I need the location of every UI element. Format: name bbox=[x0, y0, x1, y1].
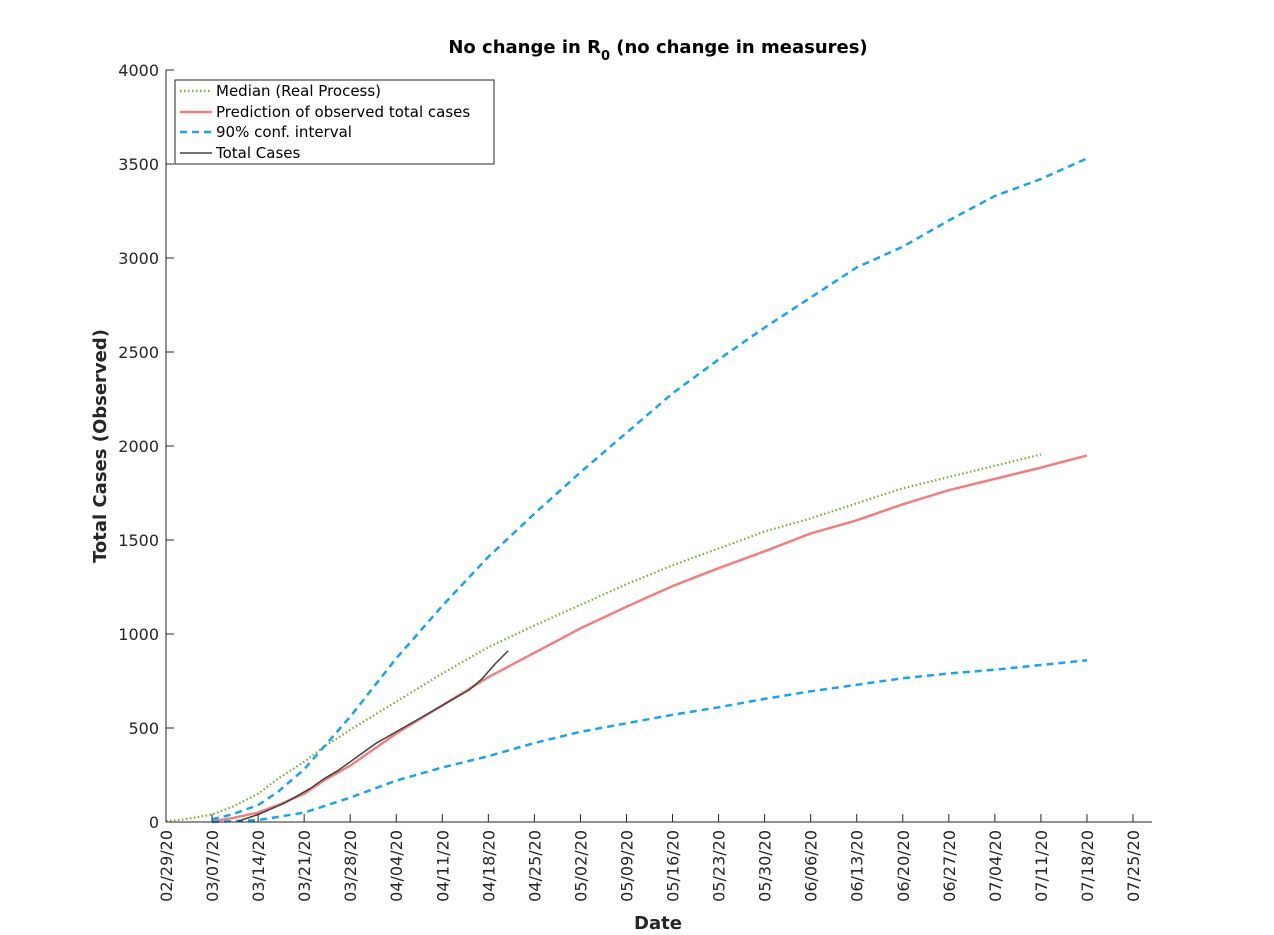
x-tick-label: 07/25/20 bbox=[1124, 830, 1143, 902]
x-tick-label: 07/04/20 bbox=[986, 830, 1005, 902]
y-tick-label: 1000 bbox=[118, 625, 159, 644]
x-axis-ticks: 02/29/20 03/07/20 03/14/20 03/21/20 03/28/20… bbox=[157, 814, 1143, 902]
x-tick-label: 06/13/20 bbox=[848, 830, 867, 902]
x-tick-label: 04/25/20 bbox=[525, 830, 544, 902]
y-tick-label: 2000 bbox=[118, 437, 159, 456]
x-tick-label: 07/18/20 bbox=[1078, 830, 1097, 902]
x-tick-label: 04/18/20 bbox=[479, 830, 498, 902]
series-median-line bbox=[165, 453, 1042, 823]
legend-label-median: Median (Real Process) bbox=[216, 82, 381, 100]
x-tick-label: 07/11/20 bbox=[1032, 830, 1051, 902]
x-tick-label: 06/06/20 bbox=[802, 830, 821, 902]
y-tick-label: 0 bbox=[149, 813, 159, 832]
x-tick-label: 04/11/20 bbox=[433, 830, 452, 902]
x-tick-label: 03/14/20 bbox=[249, 830, 268, 902]
y-tick-label: 4000 bbox=[118, 61, 159, 80]
legend-box bbox=[174, 79, 495, 165]
x-tick-label: 03/07/20 bbox=[203, 830, 222, 902]
y-tick-label: 1500 bbox=[118, 531, 159, 550]
x-tick-label: 05/30/20 bbox=[756, 830, 775, 902]
x-tick-label: 05/09/20 bbox=[617, 830, 636, 902]
x-tick-label: 05/23/20 bbox=[710, 830, 729, 902]
x-tick-label: 04/04/20 bbox=[387, 830, 406, 902]
chart-title: No change in R0 (no change in measures) bbox=[448, 37, 867, 64]
legend: Median (Real Process) Prediction of obse… bbox=[174, 79, 495, 165]
x-tick-label: 03/21/20 bbox=[295, 830, 314, 902]
x-tick-label: 03/28/20 bbox=[341, 830, 360, 902]
y-tick-label: 2500 bbox=[118, 343, 159, 362]
series-ci-upper-line bbox=[211, 157, 1088, 821]
y-tick-label: 3000 bbox=[118, 249, 159, 268]
legend-label-confidence: 90% conf. interval bbox=[216, 123, 352, 141]
x-tick-label: 05/16/20 bbox=[664, 830, 683, 902]
y-axis-title: Total Cases (Observed) bbox=[90, 329, 111, 563]
x-axis-title: Date bbox=[634, 913, 682, 934]
chart-title-subscript: 0 bbox=[601, 49, 610, 64]
plot-area bbox=[165, 157, 1088, 824]
x-tick-label: 06/20/20 bbox=[894, 830, 913, 902]
x-tick-label: 05/02/20 bbox=[571, 830, 590, 902]
series-total-cases-line bbox=[238, 650, 509, 822]
y-axis-ticks: 0 500 1000 1500 2000 2500 3000 3500 4000 bbox=[118, 61, 174, 832]
legend-label-total-cases: Total Cases bbox=[215, 144, 301, 162]
y-tick-label: 500 bbox=[128, 719, 159, 738]
y-tick-label: 3500 bbox=[118, 155, 159, 174]
x-tick-label: 06/27/20 bbox=[940, 830, 959, 902]
series-ci-lower-line bbox=[211, 659, 1088, 824]
x-tick-label: 02/29/20 bbox=[157, 830, 176, 902]
legend-label-prediction: Prediction of observed total cases bbox=[216, 103, 470, 121]
chart-title-suffix: (no change in measures) bbox=[610, 37, 868, 58]
